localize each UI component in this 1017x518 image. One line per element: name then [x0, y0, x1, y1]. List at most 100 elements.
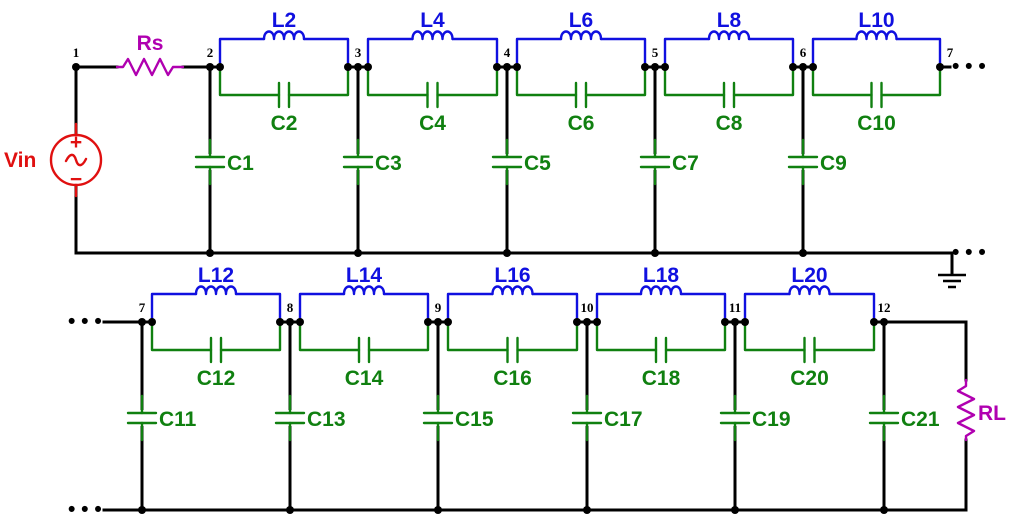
capacitor-lead: [516, 320, 579, 352]
tank-capacitor-label: C18: [642, 367, 681, 390]
junction-dot: [503, 63, 511, 71]
inductor-lead: [663, 37, 711, 69]
capacitor-lead: [584, 65, 647, 97]
node-number: 11: [729, 300, 741, 315]
junction-dot: [870, 318, 878, 326]
junction-dot: [513, 63, 521, 71]
inductor-lead: [150, 292, 198, 324]
capacitor-lead: [880, 65, 942, 97]
node-number: 7: [139, 300, 146, 315]
junction-dot: [344, 63, 352, 71]
inductor-label: L2: [272, 9, 297, 32]
capacitor-lead: [743, 320, 806, 352]
capacitor-lead: [298, 320, 361, 352]
shunt-capacitor-label: C9: [820, 152, 847, 175]
inductor-lead: [302, 37, 350, 69]
inductor-lead: [366, 37, 414, 69]
node-number: 8: [287, 300, 294, 315]
node-number: 10: [581, 300, 594, 315]
inductor-coil: [639, 285, 683, 296]
junction-dot: [641, 63, 649, 71]
junction-dot: [880, 506, 888, 514]
inductor-lead: [599, 37, 647, 69]
source-resistor: [115, 57, 185, 77]
inductor-lead: [747, 37, 795, 69]
node-number: 12: [878, 300, 891, 315]
inductor-lead: [531, 292, 579, 324]
inductor-label: L10: [858, 9, 894, 32]
inductor-coil: [788, 285, 831, 296]
components: [49, 30, 976, 442]
shunt-capacitor-label: C1: [227, 152, 254, 175]
shunt-capacitor-label: C15: [455, 408, 494, 431]
capacitor-lead: [595, 320, 658, 352]
tank-capacitor-label: C2: [271, 112, 298, 135]
inductor-lead: [451, 37, 499, 69]
junction-dot: [651, 63, 659, 71]
junction-dot: [424, 318, 432, 326]
tank-capacitor-label: C10: [857, 112, 896, 135]
junction-dot: [444, 318, 452, 326]
junction-dot: [276, 318, 284, 326]
capacitor-lead: [287, 65, 350, 97]
tank-capacitor-label: C14: [345, 367, 384, 390]
tank-capacitor-label: C6: [568, 112, 595, 135]
node-number: 6: [800, 45, 807, 60]
junction-dot: [799, 63, 807, 71]
inductor-lead: [895, 37, 942, 69]
inductor-label: L8: [717, 9, 742, 32]
inductor-label: L20: [791, 264, 827, 287]
inductor-lead: [382, 292, 430, 324]
shunt-capacitor-label: C19: [752, 408, 791, 431]
continuation-dots: • • •: [952, 241, 986, 264]
shunt-capacitor-label: C5: [524, 152, 551, 175]
tank-capacitor-label: C20: [790, 367, 829, 390]
junction-dot: [138, 506, 146, 514]
junction-dot: [731, 318, 739, 326]
labels: + − Vin Rs L2 C2 L4 C4 L6 C6 L8 C8 L10 C10 C1 C3 C5 C7 C9 •…: [4, 9, 1006, 518]
junction-dot: [364, 63, 372, 71]
node-number: 7: [947, 45, 954, 60]
tank-capacitor-label: C4: [419, 112, 446, 135]
load-resistor-label: RL: [978, 402, 1006, 425]
load-resistor: [956, 378, 976, 442]
junction-dot: [809, 63, 817, 71]
shunt-capacitor-label: C11: [159, 408, 197, 431]
junction-dot: [138, 318, 146, 326]
continuation-dots: • • •: [68, 310, 102, 333]
voltage-source-minus: −: [70, 168, 82, 191]
inductor-label: L6: [569, 9, 594, 32]
junction-dot: [434, 318, 442, 326]
capacitor-lead: [367, 320, 430, 352]
junction-dot: [296, 318, 304, 326]
junction-dot: [721, 318, 729, 326]
junction-dot: [593, 318, 601, 326]
junction-dot: [651, 249, 659, 257]
inductor-coil: [855, 30, 898, 41]
junction-dot: [573, 318, 581, 326]
continuation-dots: • • •: [68, 498, 102, 518]
inductor-label: L18: [643, 264, 680, 287]
junction-dot: [731, 506, 739, 514]
inductor-lead: [515, 37, 563, 69]
inductor-coil: [491, 285, 534, 296]
capacitor-lead: [366, 65, 429, 97]
junction-dot: [880, 318, 888, 326]
junction-dot: [354, 63, 362, 71]
capacitor-lead: [219, 320, 282, 352]
inductor-lead: [828, 292, 876, 324]
inductor-coil: [559, 30, 603, 41]
inductor-lead: [234, 292, 282, 324]
junction-dot: [206, 249, 214, 257]
ac-wave-icon: [64, 153, 88, 167]
junction-dot: [206, 63, 214, 71]
node-number: 4: [504, 45, 511, 60]
inductor-label: L14: [346, 264, 383, 287]
capacitor-lead: [515, 65, 578, 97]
node-number: 9: [435, 300, 442, 315]
junction-dot: [493, 63, 501, 71]
source-label: Vin: [4, 149, 36, 172]
tank-capacitor-label: C8: [716, 112, 743, 135]
shunt-capacitor-label: C13: [307, 408, 346, 431]
capacitor-lead: [732, 65, 795, 97]
